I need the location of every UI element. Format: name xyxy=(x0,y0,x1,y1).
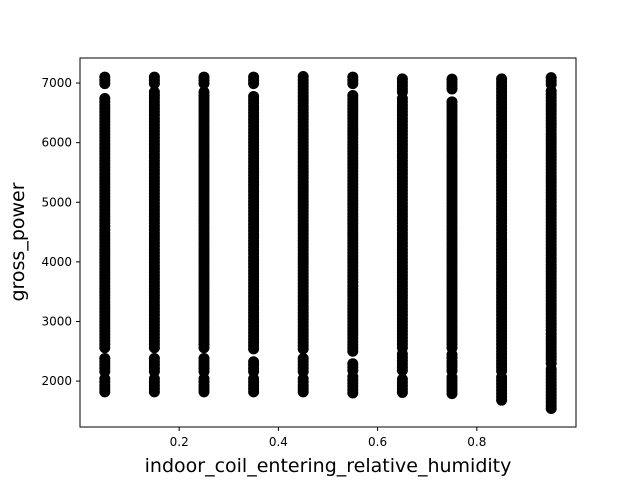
data-point xyxy=(248,72,259,83)
data-point xyxy=(347,358,358,369)
x-axis: 0.2 0.4 0.6 0.8 xyxy=(170,427,487,449)
data-point xyxy=(149,353,160,364)
data-point xyxy=(199,72,210,83)
data-point xyxy=(199,353,210,364)
x-tick-label: 0.8 xyxy=(467,435,486,449)
data-point xyxy=(347,90,358,101)
x-tick-label: 0.4 xyxy=(269,435,288,449)
y-tick-label: 6000 xyxy=(41,136,72,150)
data-point xyxy=(496,73,507,84)
x-tick-label: 0.6 xyxy=(368,435,387,449)
y-tick-label: 5000 xyxy=(41,195,72,209)
y-tick-label: 2000 xyxy=(41,374,72,388)
data-point xyxy=(99,93,110,104)
data-point xyxy=(397,73,408,84)
data-point xyxy=(99,72,110,83)
data-point xyxy=(546,72,557,83)
data-point xyxy=(248,91,259,102)
data-point xyxy=(298,353,309,364)
data-point xyxy=(447,74,458,85)
x-axis-title: indoor_coil_entering_relative_humidity xyxy=(145,455,512,477)
y-axis: 2000 3000 4000 5000 6000 7000 xyxy=(41,76,80,388)
data-point xyxy=(149,72,160,83)
y-tick-label: 3000 xyxy=(41,314,72,328)
data-point xyxy=(447,96,458,107)
x-tick-label: 0.2 xyxy=(170,435,189,449)
y-axis-title: gross_power xyxy=(7,182,29,301)
y-tick-label: 7000 xyxy=(41,76,72,90)
y-tick-label: 4000 xyxy=(41,255,72,269)
data-point xyxy=(298,71,309,82)
data-point xyxy=(99,353,110,364)
data-point xyxy=(248,356,259,367)
data-point xyxy=(347,72,358,83)
